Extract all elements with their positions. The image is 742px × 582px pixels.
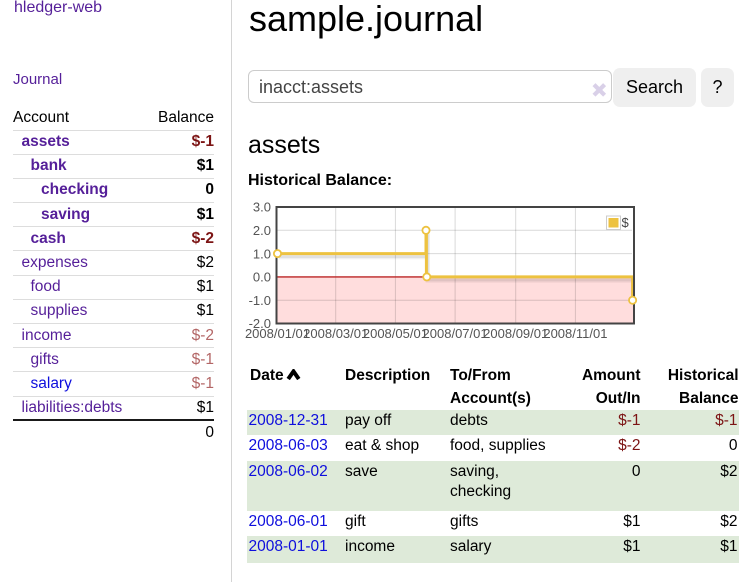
svg-text:$: $ bbox=[622, 215, 630, 230]
svg-text:2008/01/01: 2008/01/01 bbox=[245, 326, 310, 341]
svg-text:2008/11/01: 2008/11/01 bbox=[543, 326, 607, 341]
svg-text:2008/03/01: 2008/03/01 bbox=[303, 326, 368, 341]
svg-text:-2.0: -2.0 bbox=[249, 316, 271, 331]
svg-text:2.0: 2.0 bbox=[253, 223, 271, 238]
svg-text:1.0: 1.0 bbox=[253, 246, 271, 261]
svg-text:2008/05/01: 2008/05/01 bbox=[363, 326, 428, 341]
svg-text:2008/09/01: 2008/09/01 bbox=[483, 326, 548, 341]
svg-text:0.0: 0.0 bbox=[253, 270, 271, 285]
svg-text:2008/07/01: 2008/07/01 bbox=[423, 326, 488, 341]
svg-text:3.0: 3.0 bbox=[253, 200, 271, 215]
svg-text:-1.0: -1.0 bbox=[249, 293, 271, 308]
